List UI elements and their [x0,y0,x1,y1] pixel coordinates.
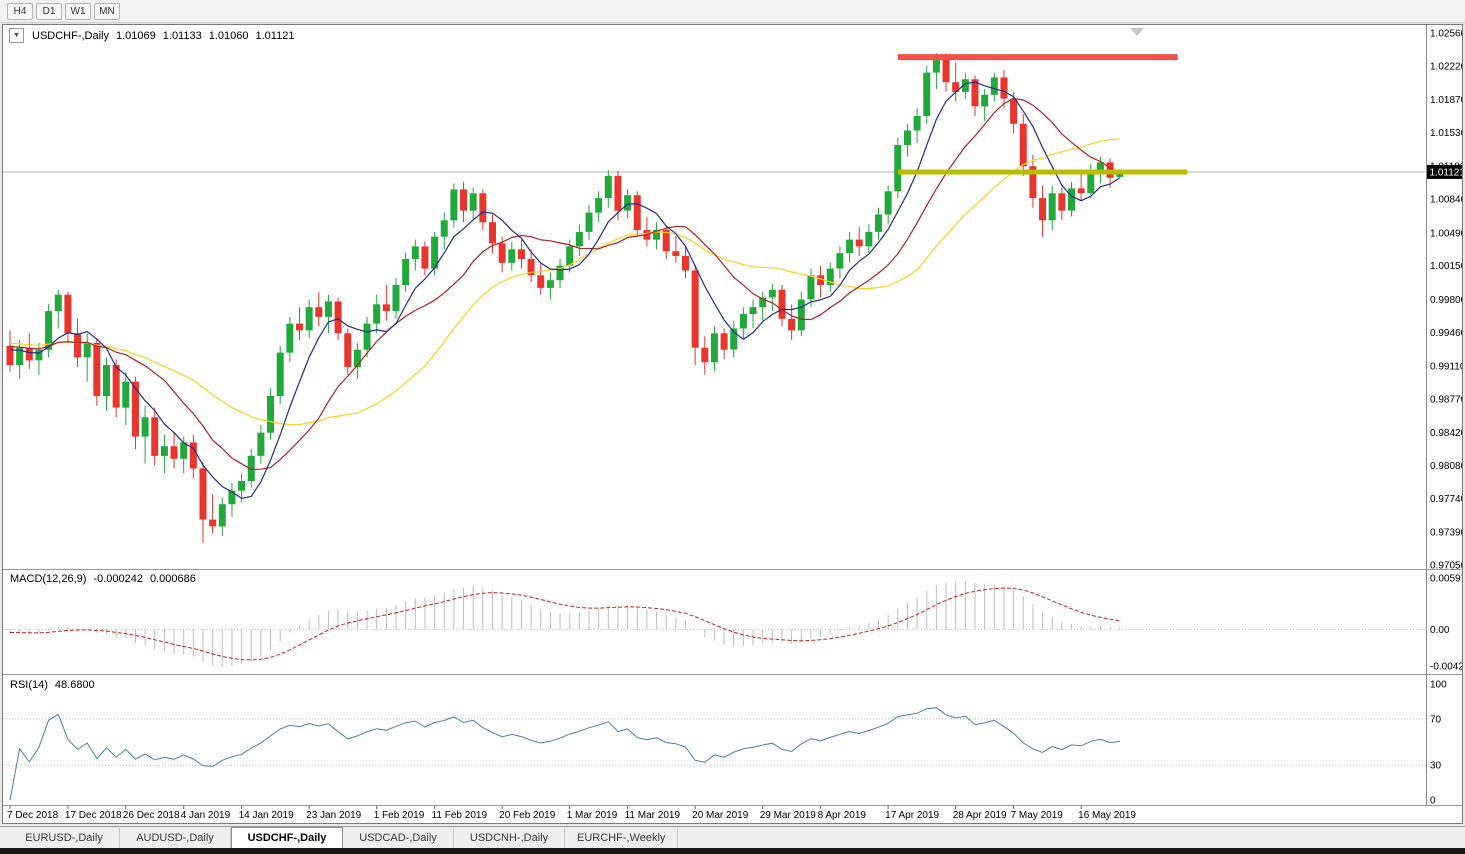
rsi-line [9,707,1120,801]
scroll-to-end-marker-icon[interactable] [1130,28,1144,36]
macd-indicator-name: MACD(12,26,9) [10,573,87,585]
ohlc-high-value: 1.01133 [162,29,202,42]
ohlc-close-value: 1.01121 [255,29,295,42]
chart-canvas[interactable]: 1.025601.022201.018701.015301.011801.008… [3,25,1462,823]
svg-text:20 Mar 2019: 20 Mar 2019 [692,810,749,821]
timeframe-toolbar: H4 D1 W1 MN [0,0,1465,23]
svg-text:7 Dec 2018: 7 Dec 2018 [7,810,59,821]
macd-indicator-label: MACD(12,26,9) -0.000242 0.000686 [10,573,196,585]
svg-text:1.01121: 1.01121 [1430,167,1463,178]
chart-dropdown-button[interactable]: ▼ [9,28,24,43]
pane-separators[interactable] [3,25,1462,806]
svg-text:26 Dec 2018: 26 Dec 2018 [123,810,180,821]
rsi-indicator-name: RSI(14) [10,679,48,691]
svg-text:-0.004243: -0.004243 [1430,662,1462,673]
time-scale[interactable]: 7 Dec 2018 17 Dec 2018 26 Dec 2018 4 Jan 20… [7,806,1136,821]
timeframe-w1-button[interactable]: W1 [65,2,91,20]
macd-signal-line [9,587,1120,661]
chart-window[interactable]: 1.025601.022201.018701.015301.011801.008… [2,24,1463,824]
svg-text:1.00490: 1.00490 [1430,228,1462,239]
macd-pane [3,580,1426,667]
svg-text:17 Dec 2018: 17 Dec 2018 [65,810,122,821]
timeframe-d1-button[interactable]: D1 [36,2,62,20]
svg-text:0.00597: 0.00597 [1430,574,1462,585]
window-bottom-edge [0,848,1465,854]
svg-text:100: 100 [1430,680,1447,691]
svg-text:28 Apr 2019: 28 Apr 2019 [953,810,1007,821]
svg-text:11 Mar 2019: 11 Mar 2019 [625,810,681,821]
chart-title: ▼ USDCHF-,Daily 1.01069 1.01133 1.01060 … [9,28,294,43]
svg-text:7 May 2019: 7 May 2019 [1011,810,1064,821]
svg-text:1.01870: 1.01870 [1430,95,1462,106]
svg-text:0: 0 [1430,796,1436,807]
timeframe-h4-button[interactable]: H4 [7,2,33,20]
candlestick-series [6,53,1124,543]
chart-tab-bar: EURUSD-,Daily AUDUSD-,Daily USDCHF-,Dail… [0,826,1465,848]
svg-text:14 Jan 2019: 14 Jan 2019 [239,810,294,821]
svg-text:1 Feb 2019: 1 Feb 2019 [374,810,425,821]
svg-text:29 Mar 2019: 29 Mar 2019 [760,810,817,821]
ohlc-open-value: 1.01069 [116,29,156,42]
tab-usdcad-daily[interactable]: USDCAD-,Daily [343,828,454,848]
rsi-value: 48.6800 [54,679,95,691]
rsi-pane [3,707,1426,801]
svg-text:0.99110: 0.99110 [1430,362,1462,373]
macd-signal-value: 0.000686 [149,573,196,585]
price-pane [3,28,1426,543]
svg-text:1.02220: 1.02220 [1430,61,1462,72]
timeframe-mn-button[interactable]: MN [94,2,120,20]
svg-text:8 Apr 2019: 8 Apr 2019 [818,810,867,821]
ma-medium-line [9,97,1121,471]
trendlines[interactable] [897,54,1188,175]
svg-text:23 Jan 2019: 23 Jan 2019 [306,810,361,821]
svg-text:1.01530: 1.01530 [1430,128,1462,139]
ohlc-low-value: 1.01060 [208,29,249,42]
ma-slow-line [9,138,1120,426]
tab-usdchf-daily[interactable]: USDCHF-,Daily [231,827,343,848]
rsi-indicator-label: RSI(14) 48.6800 [10,679,95,691]
svg-text:16 May 2019: 16 May 2019 [1078,810,1136,821]
chevron-down-icon: ▼ [13,32,20,39]
support-trendline[interactable] [897,169,1188,175]
price-scale[interactable]: 1.025601.022201.018701.015301.011801.008… [1427,29,1462,807]
tab-eurchf-weekly[interactable]: EURCHF-,Weekly [565,828,679,848]
tab-eurusd-daily[interactable]: EURUSD-,Daily [9,828,120,848]
svg-text:1.00840: 1.00840 [1430,195,1462,206]
macd-main-value: -0.000242 [93,573,143,585]
svg-text:0.00: 0.00 [1430,625,1450,636]
svg-text:1.02560: 1.02560 [1430,29,1462,40]
svg-text:11 Feb 2019: 11 Feb 2019 [432,810,488,821]
current-price-badge [1427,164,1462,179]
svg-text:30: 30 [1430,761,1442,772]
tab-usdcnh-daily[interactable]: USDCNH-,Daily [454,828,565,848]
tab-audusd-daily[interactable]: AUDUSD-,Daily [120,828,231,848]
svg-text:17 Apr 2019: 17 Apr 2019 [885,810,939,821]
resistance-trendline[interactable] [897,54,1178,61]
chart-symbol-label: USDCHF-,Daily [32,29,109,42]
ma-fast-line [9,81,1121,500]
svg-text:4 Jan 2019: 4 Jan 2019 [181,810,231,821]
svg-text:20 Feb 2019: 20 Feb 2019 [499,810,556,821]
svg-text:70: 70 [1430,714,1442,725]
svg-text:1 Mar 2019: 1 Mar 2019 [567,810,618,821]
